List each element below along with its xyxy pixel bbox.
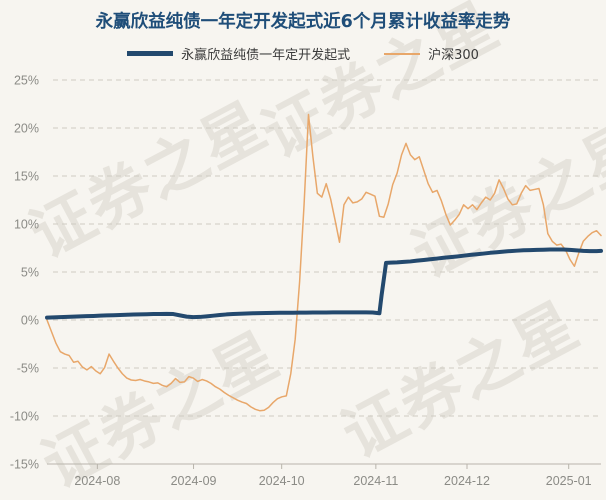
legend-label-fund: 永赢欣益纯债一年定开发起式 [181, 48, 351, 63]
y-axis-tick-label: 20% [14, 122, 39, 136]
y-axis-tick-label: -5% [17, 362, 39, 376]
y-axis-tick-label: -15% [10, 458, 39, 472]
x-axis-tick-label: 2024-10 [259, 474, 305, 488]
y-axis-tick-label: 25% [14, 74, 39, 88]
legend-item-fund[interactable]: 永赢欣益纯债一年定开发起式 [127, 44, 350, 63]
legend-swatch-benchmark-icon [384, 52, 421, 55]
y-axis-tick-label: 10% [14, 218, 39, 232]
y-axis-tick-label: 0% [21, 314, 39, 328]
chart-legend: 永赢欣益纯债一年定开发起式 沪深300 [0, 44, 606, 63]
data-series-group [45, 113, 603, 412]
y-axis-tick-label: 5% [21, 266, 39, 280]
x-axis-tick-label: 2025-01 [546, 474, 592, 488]
series-line-fund [45, 247, 603, 320]
x-axis-group [47, 463, 601, 469]
x-axis-labels-group: 2024-08 2024-09 2024-10 2024-11 2024-12 2025-… [74, 474, 591, 488]
chart-title: 永赢欣益纯债一年定开发起式近6个月累计收益率走势 [95, 12, 511, 32]
x-axis-tick-label: 2024-08 [74, 474, 120, 488]
y-axis-tick-label: -10% [10, 410, 39, 424]
gridlines-group [53, 79, 601, 417]
x-axis-tick-label: 2024-09 [171, 474, 217, 488]
legend-swatch-fund-icon [127, 51, 174, 56]
y-axis-tick-label: 15% [14, 170, 39, 184]
series-line-benchmark [46, 113, 602, 412]
legend-item-benchmark[interactable]: 沪深300 [384, 44, 479, 63]
y-axis-labels-group: 25% 20% 15% 10% 5% 0% -5% -10% -15% [10, 74, 39, 472]
x-axis-tick-label: 2024-12 [444, 474, 490, 488]
legend-label-benchmark: 沪深300 [428, 48, 479, 63]
x-axis-tick-label: 2024-11 [353, 474, 398, 488]
